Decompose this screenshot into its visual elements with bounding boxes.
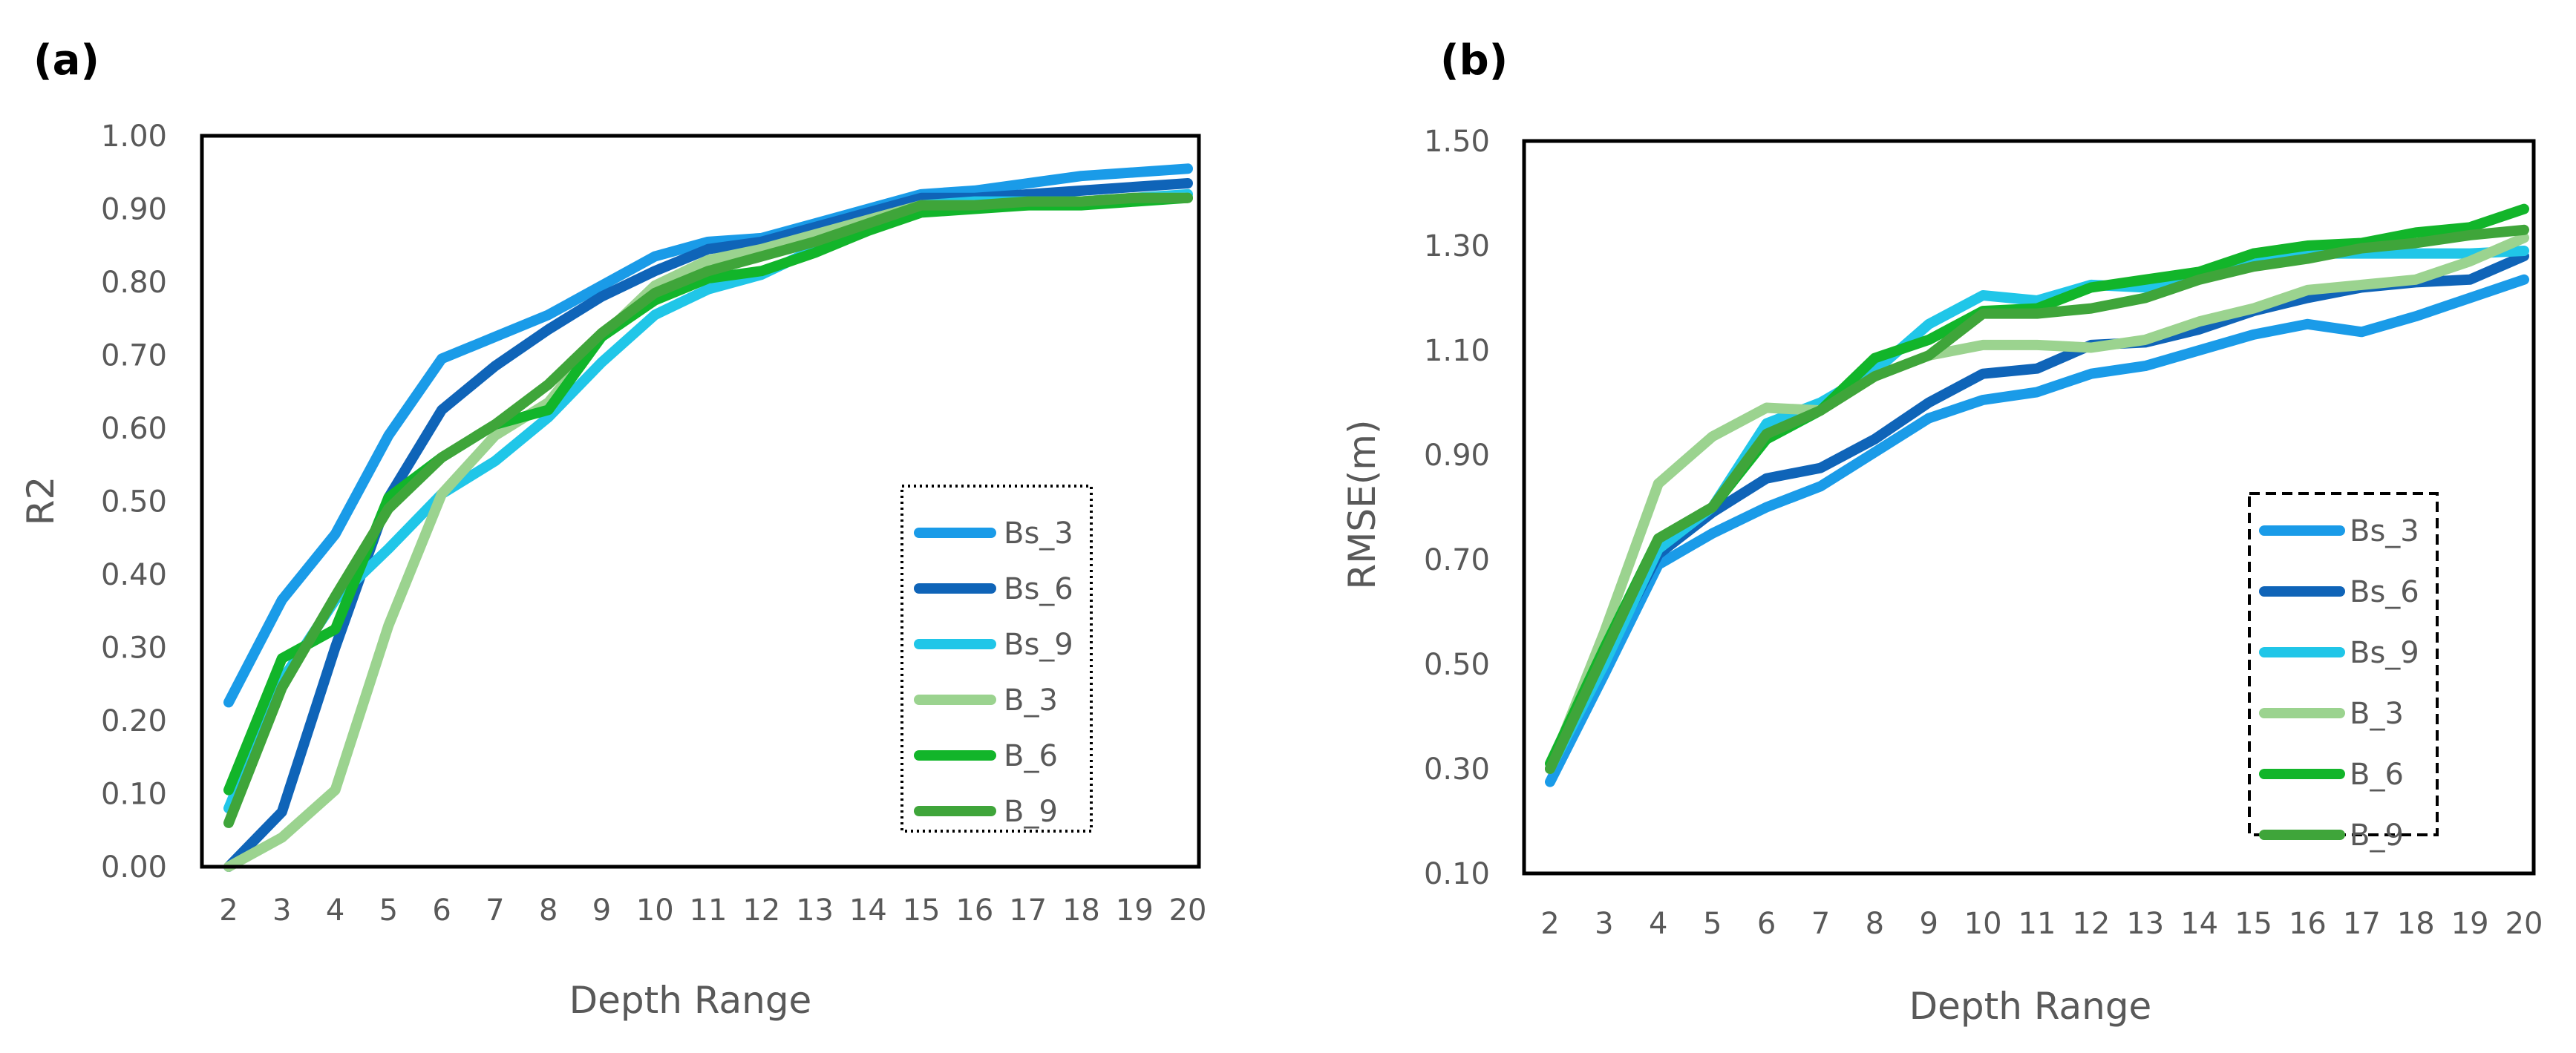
panel-b-series-b-9: [1545, 224, 2529, 774]
panel-a-xtick-label: 4: [326, 893, 344, 928]
panel-a-xtick-labels: 2 3 4 5 6 7 8 9 10 11 12 13 14 15 16 17 18 19 20: [219, 893, 1206, 928]
panel-a-r2-chart: (a) 0.00 0.10 0.20 0.30 0.40 0.50 0.60 0.70 0.80…: [19, 36, 1206, 1022]
panel-b-xtick-label: 7: [1811, 907, 1830, 941]
panel-b-xtick-label: 15: [2235, 907, 2272, 941]
panel-b-legend-label: B_9: [2350, 819, 2404, 853]
panel-b-ytick-label: 0.70: [1424, 543, 1490, 577]
panel-b-xtick-label: 3: [1595, 907, 1613, 941]
panel-b-xtick-label: 13: [2126, 907, 2164, 941]
panel-a-legend: Bs_3 Bs_6 Bs_9 B_3 B_6 B_9: [900, 485, 1093, 833]
panel-a-ytick-label: 1.00: [101, 119, 167, 154]
panel-b-xtick-label: 20: [2505, 907, 2543, 941]
panel-b-xtick-label: 18: [2397, 907, 2435, 941]
panel-b-ytick-label: 1.30: [1424, 229, 1490, 263]
panel-a-ytick-label: 0.50: [101, 485, 167, 519]
panel-a-xtick-label: 17: [1009, 893, 1047, 928]
panel-b-xtick-labels: 2 3 4 5 6 7 8 9 10 11 12 13 14 15 16 17 18 19 20: [1540, 907, 2543, 941]
panel-a-series-b-9: [223, 192, 1193, 828]
panel-b-ytick-label: 1.50: [1424, 125, 1490, 159]
panel-a-xtick-label: 10: [636, 893, 674, 928]
panel-a-xtick-label: 15: [903, 893, 941, 928]
panel-a-xtick-label: 13: [796, 893, 834, 928]
panel-b-xtick-label: 9: [1919, 907, 1938, 941]
panel-b-xtick-label: 2: [1540, 907, 1559, 941]
panel-b-series-lines: [1545, 203, 2529, 787]
panel-a-ytick-label: 0.60: [101, 412, 167, 446]
panel-b-ytick-label: 1.10: [1424, 334, 1490, 368]
panel-b-xtick-label: 5: [1703, 907, 1722, 941]
panel-b-series-b-3: [1545, 232, 2529, 774]
panel-b-ytick-label: 0.50: [1424, 648, 1490, 682]
panel-b-xlabel: Depth Range: [1909, 985, 2152, 1028]
panel-a-legend-label: B_3: [1004, 683, 1058, 718]
panel-a-legend-box: [900, 485, 1093, 833]
panel-a-ytick-label: 0.40: [101, 558, 167, 592]
panel-a-xtick-label: 8: [539, 893, 558, 928]
panel-b-legend-label: Bs_9: [2350, 636, 2419, 670]
panel-b-xtick-label: 4: [1649, 907, 1667, 941]
panel-b-xtick-label: 11: [2018, 907, 2056, 941]
panel-a-plot-frame: [200, 134, 1201, 869]
panel-a-xlabel: Depth Range: [569, 979, 812, 1022]
panel-a-ytick-label: 0.20: [101, 704, 167, 738]
panel-a-xtick-label: 3: [272, 893, 291, 928]
panel-a-series-bs-3: [223, 163, 1193, 708]
panel-b-xtick-label: 17: [2343, 907, 2381, 941]
panel-b-ytick-label: 0.30: [1424, 752, 1490, 787]
panel-a-legend-label: B_9: [1004, 795, 1058, 829]
panel-b-plot-frame: [1522, 139, 2536, 876]
panel-b-legend-label: B_6: [2350, 758, 2404, 792]
panel-a-xtick-label: 6: [432, 893, 451, 928]
panel-b-ylabel: RMSE(m): [1341, 420, 1384, 590]
panel-b-ytick-label: 0.10: [1424, 857, 1490, 891]
panel-b-xtick-label: 16: [2289, 907, 2327, 941]
panel-a-xtick-label: 18: [1062, 893, 1100, 928]
panel-a-xtick-label: 9: [592, 893, 611, 928]
panel-b-legend-label: Bs_3: [2350, 514, 2419, 548]
panel-a-ylabel: R2: [19, 476, 62, 526]
panel-a-xtick-label: 11: [690, 893, 728, 928]
panel-a-xtick-label: 7: [486, 893, 504, 928]
panel-a-xtick-label: 14: [849, 893, 887, 928]
panel-b-series-bs-3: [1545, 274, 2529, 787]
panel-b-rmse-chart: (b) 0.10 0.30 0.50 0.70 0.90 1.10 1.30 1.50 2 3 4…: [1341, 36, 2543, 1028]
panel-a-ytick-label: 0.80: [101, 266, 167, 300]
panel-a-xtick-label: 20: [1169, 893, 1207, 928]
panel-a-legend-label: Bs_6: [1004, 572, 1073, 606]
panel-a-legend-label: Bs_3: [1004, 516, 1073, 551]
panel-a-ytick-label: 0.70: [101, 339, 167, 373]
panel-b-xtick-label: 10: [1964, 907, 2002, 941]
panel-b-xtick-label: 8: [1866, 907, 1884, 941]
panel-a-ytick-label: 0.10: [101, 778, 167, 812]
panel-b-xtick-label: 14: [2180, 907, 2218, 941]
panel-b-legend: Bs_3 Bs_6 Bs_9 B_3 B_6 B_9: [2248, 492, 2439, 853]
panel-a-legend-label: Bs_9: [1004, 628, 1073, 662]
panel-a-xtick-label: 16: [955, 893, 993, 928]
panel-b-xtick-label: 19: [2451, 907, 2489, 941]
panel-a-label: (a): [33, 36, 99, 85]
panel-a-ytick-label: 0.00: [101, 850, 167, 885]
panel-a-legend-label: B_6: [1004, 739, 1058, 773]
panel-a-series-lines: [223, 163, 1193, 872]
panel-b-label: (b): [1440, 36, 1508, 85]
panel-a-ytick-label: 0.90: [101, 193, 167, 227]
panel-a-xtick-label: 12: [742, 893, 780, 928]
panel-b-legend-label: B_3: [2350, 697, 2404, 731]
panel-a-ytick-label: 0.30: [101, 632, 167, 666]
panel-a-ytick-labels: 0.00 0.10 0.20 0.30 0.40 0.50 0.60 0.70 0.80 0.90…: [101, 119, 167, 885]
panel-a-xtick-label: 5: [379, 893, 398, 928]
panel-b-xtick-label: 12: [2072, 907, 2110, 941]
panel-a-xtick-label: 19: [1116, 893, 1154, 928]
panel-b-xtick-label: 6: [1757, 907, 1776, 941]
panel-b-legend-label: Bs_6: [2350, 575, 2419, 609]
panel-a-xtick-label: 2: [219, 893, 238, 928]
panel-b-ytick-label: 0.90: [1424, 439, 1490, 473]
panel-b-ytick-labels: 0.10 0.30 0.50 0.70 0.90 1.10 1.30 1.50: [1424, 125, 1490, 891]
